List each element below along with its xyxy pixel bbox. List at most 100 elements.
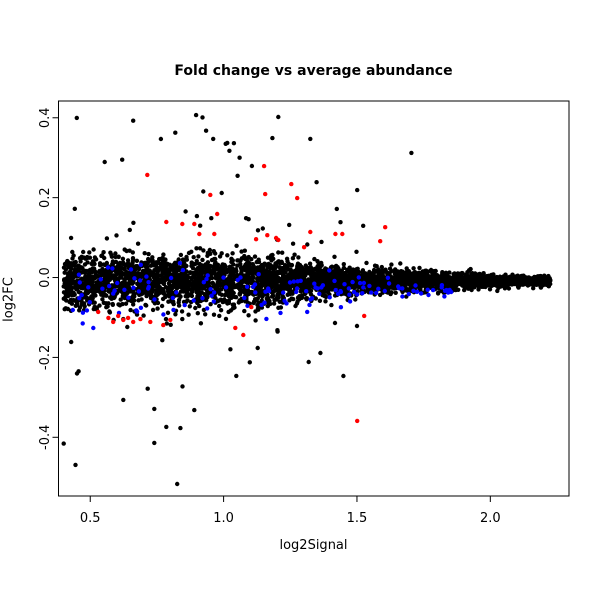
- data-point: [350, 279, 355, 285]
- data-point: [101, 272, 106, 277]
- data-point: [229, 256, 234, 261]
- data-point: [256, 300, 261, 305]
- data-point: [299, 293, 305, 298]
- data-point: [476, 283, 481, 288]
- data-point: [199, 274, 204, 280]
- data-point: [273, 261, 278, 266]
- data-point: [170, 295, 175, 301]
- x-axis-label: log2Signal: [279, 538, 348, 553]
- data-point: [155, 292, 160, 297]
- data-point: [251, 263, 256, 269]
- data-point: [225, 140, 230, 146]
- data-point: [230, 306, 236, 311]
- data-point: [261, 163, 267, 169]
- series-controls-red: [96, 163, 388, 424]
- data-point: [265, 255, 271, 260]
- data-point: [411, 266, 416, 271]
- data-point: [195, 311, 200, 316]
- data-point: [98, 277, 104, 282]
- data-point: [230, 251, 235, 256]
- data-point: [161, 252, 166, 257]
- data-point: [146, 251, 151, 257]
- data-point: [168, 317, 173, 323]
- data-point: [255, 228, 261, 233]
- data-point: [237, 291, 243, 296]
- data-point: [178, 252, 184, 258]
- data-point: [93, 293, 98, 298]
- data-point: [208, 263, 213, 269]
- data-point: [215, 211, 220, 217]
- data-point: [154, 277, 159, 283]
- data-point: [260, 226, 265, 231]
- data-point: [164, 321, 169, 326]
- data-point: [318, 264, 323, 270]
- data-point: [396, 286, 402, 291]
- data-point: [260, 277, 266, 283]
- data-point: [142, 251, 147, 256]
- data-point: [211, 256, 217, 262]
- data-point: [258, 291, 263, 296]
- data-point: [200, 286, 205, 291]
- data-point: [317, 298, 323, 303]
- data-point: [123, 301, 129, 306]
- data-point: [203, 128, 209, 133]
- data-point: [243, 216, 249, 221]
- data-point: [312, 256, 317, 262]
- data-point: [190, 286, 195, 291]
- data-point: [328, 273, 334, 279]
- data-point: [235, 173, 240, 178]
- data-point: [281, 290, 286, 295]
- data-point: [144, 260, 149, 266]
- data-point: [64, 281, 69, 286]
- data-point: [204, 276, 209, 282]
- data-point: [96, 283, 101, 288]
- data-point: [201, 280, 206, 285]
- chart-title: Fold change vs average abundance: [174, 63, 453, 79]
- data-point: [383, 225, 388, 230]
- data-point: [137, 273, 143, 279]
- data-point: [150, 270, 156, 275]
- data-point: [150, 307, 156, 313]
- data-point: [130, 294, 135, 300]
- data-point: [85, 254, 90, 260]
- data-point: [194, 258, 199, 264]
- data-point: [213, 251, 218, 256]
- data-point: [395, 271, 400, 276]
- data-point: [84, 308, 90, 313]
- data-point: [79, 265, 84, 270]
- data-point: [382, 275, 387, 280]
- data-point: [327, 295, 332, 300]
- data-point: [173, 312, 178, 317]
- data-point: [379, 264, 384, 270]
- data-point: [177, 260, 183, 266]
- data-point: [347, 292, 352, 297]
- data-point: [300, 288, 305, 293]
- data-point: [269, 254, 274, 259]
- data-point: [235, 272, 240, 278]
- data-point: [219, 287, 224, 292]
- data-point: [76, 263, 81, 269]
- data-point: [171, 307, 176, 313]
- data-point: [217, 313, 222, 319]
- data-point: [128, 267, 134, 272]
- data-point: [107, 289, 112, 294]
- data-point: [466, 268, 472, 273]
- data-point: [489, 272, 494, 278]
- data-point: [292, 252, 297, 257]
- data-point: [304, 289, 309, 294]
- data-point: [128, 271, 133, 276]
- data-point: [61, 277, 67, 282]
- data-point: [241, 266, 246, 271]
- data-point: [413, 283, 418, 288]
- data-point: [547, 276, 552, 281]
- data-point: [86, 269, 92, 274]
- data-point: [425, 287, 430, 292]
- data-point: [180, 316, 185, 322]
- data-point: [131, 118, 136, 123]
- data-point: [303, 273, 308, 278]
- data-point: [288, 291, 293, 297]
- data-point: [171, 284, 176, 290]
- data-point: [481, 272, 486, 277]
- data-point: [110, 302, 116, 307]
- data-point: [334, 283, 339, 288]
